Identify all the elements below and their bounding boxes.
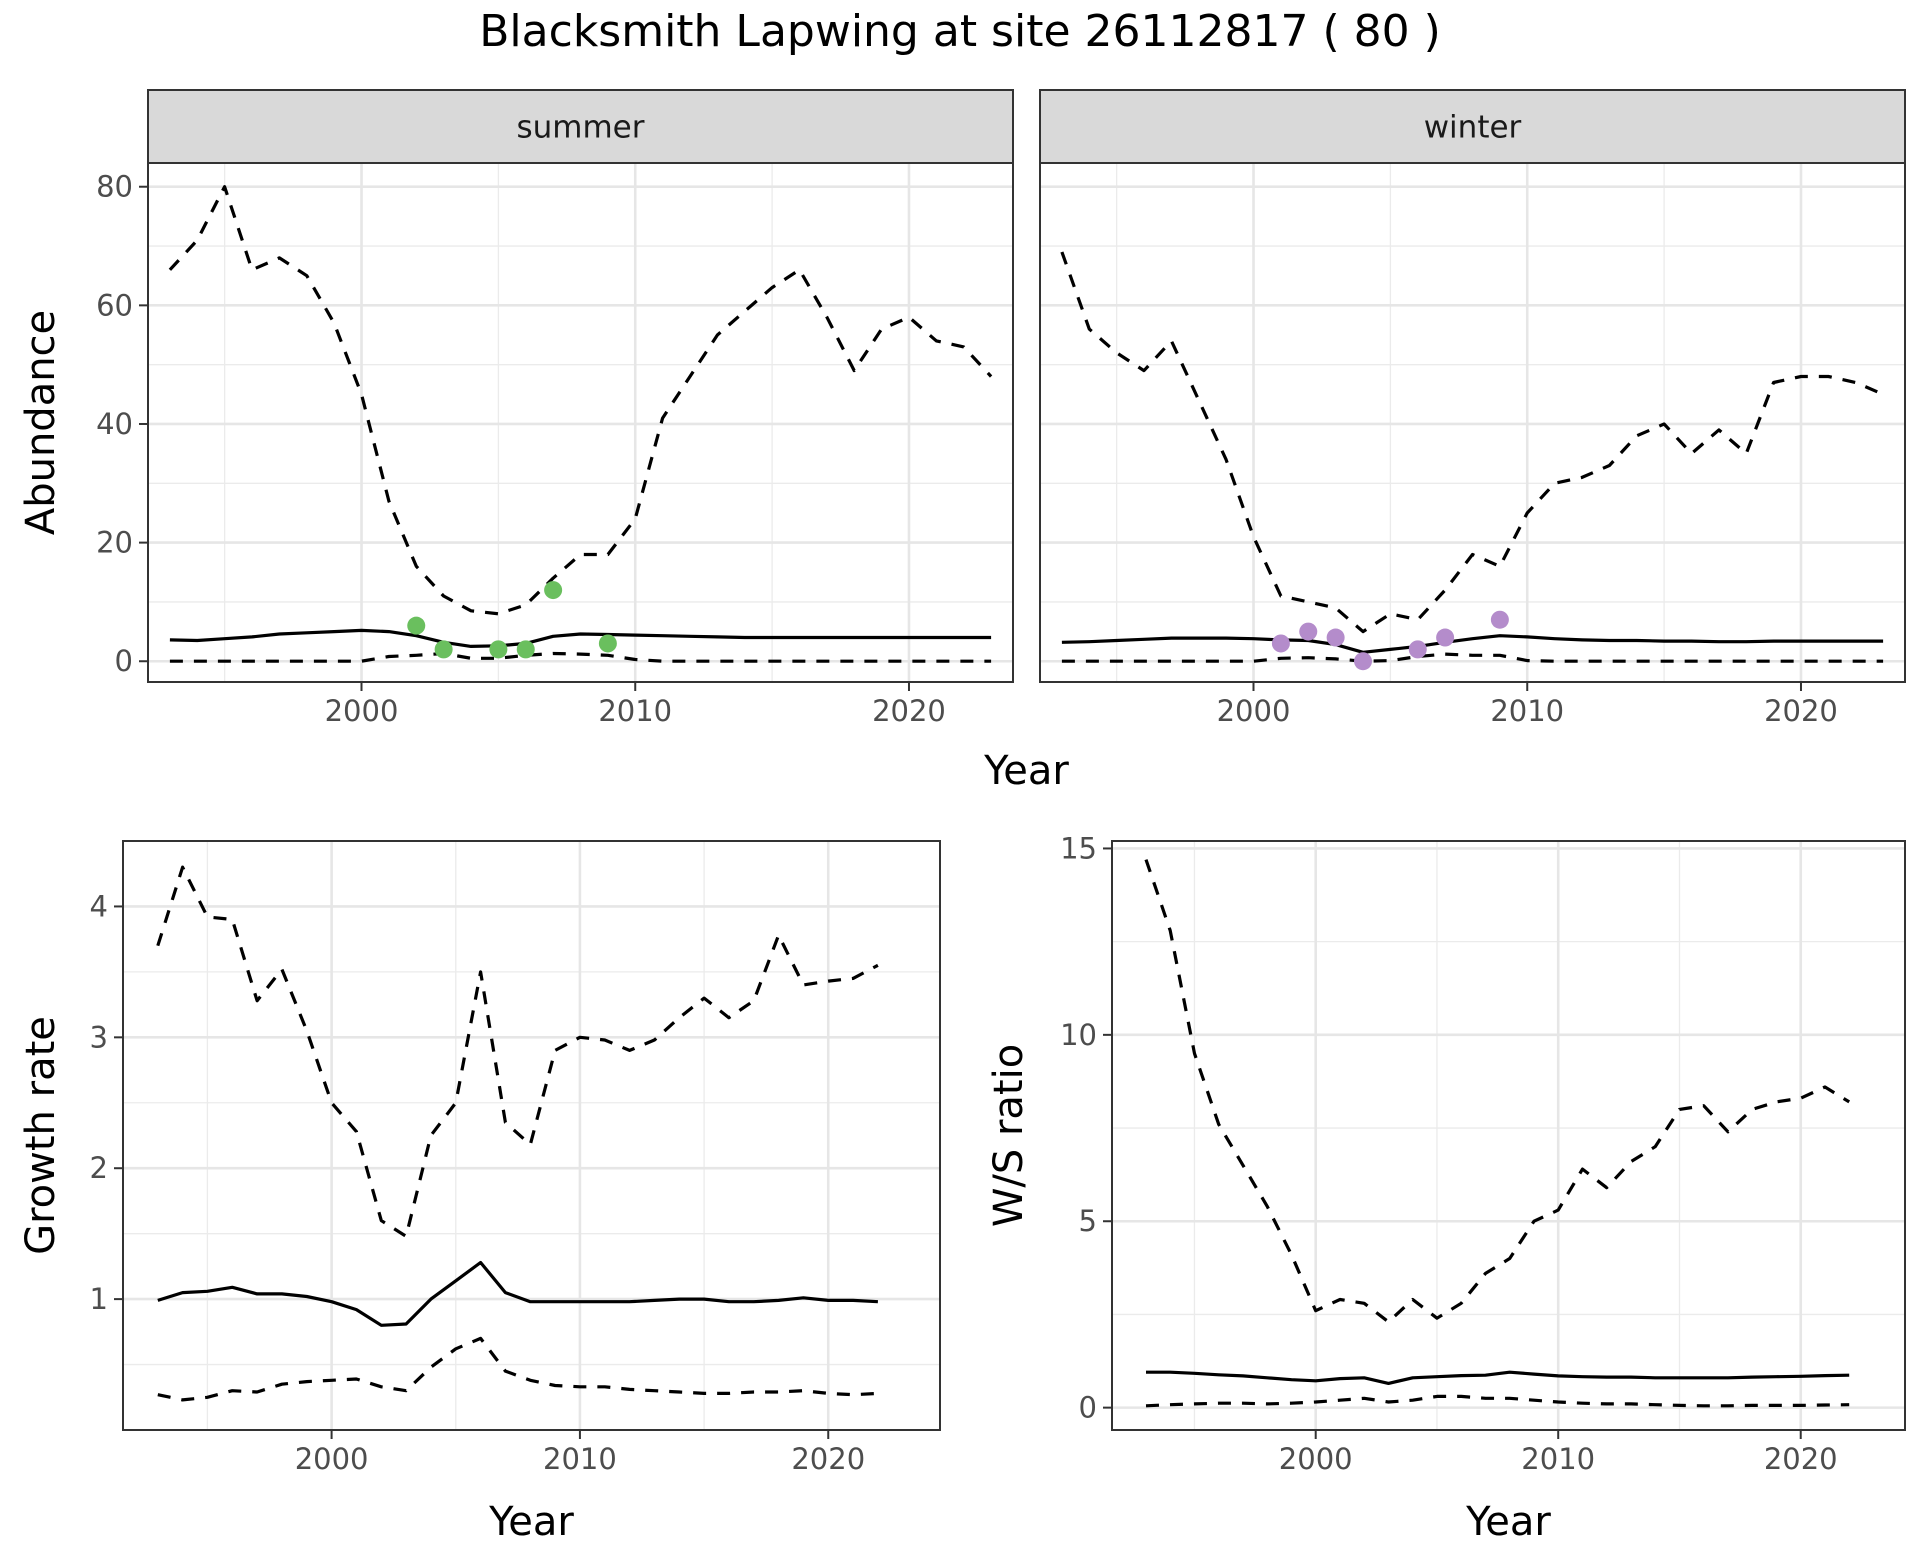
x-axis-title-top: Year — [983, 748, 1069, 794]
facet-strip-label: summer — [516, 110, 644, 146]
panel-growth: 2000 2010 2020 1 2 3 4 Growth rate Year — [18, 840, 941, 1545]
facet-strip-label: winter — [1424, 110, 1522, 146]
y-tick-label: 60 — [96, 288, 133, 322]
y-tick-label: 1 — [90, 1282, 108, 1316]
observation-point — [516, 640, 535, 659]
y-tick-label: 80 — [96, 170, 133, 204]
observation-point — [489, 640, 508, 659]
dashed-line-2 — [157, 1336, 878, 1402]
y-tick-label: 5 — [1079, 1204, 1097, 1238]
observation-point — [1326, 628, 1345, 647]
observation-point — [1408, 640, 1427, 659]
solid-line-1 — [169, 628, 992, 649]
x-tick-label: 2000 — [325, 694, 399, 728]
y-tick-label: 4 — [90, 889, 108, 923]
panel-winter: winter 2000 2010 2020 — [1039, 89, 1906, 728]
dashed-line-0 — [1060, 251, 1884, 634]
observation-point — [598, 634, 617, 653]
observation-point — [544, 581, 563, 600]
x-tick-label: 2000 — [295, 1442, 369, 1476]
x-tick-label: 2000 — [1279, 1442, 1353, 1476]
x-tick-label: 2020 — [1764, 694, 1838, 728]
y-tick-label: 0 — [115, 644, 133, 678]
x-tick-label: 2010 — [1521, 1442, 1595, 1476]
dashed-line-0 — [156, 865, 879, 1238]
x-axis-title: Year — [488, 1499, 574, 1545]
dashed-line-0 — [168, 185, 993, 616]
panel-summer: summer 2000 2010 2020 0 20 40 60 80 Abundance — [18, 89, 1014, 728]
y-tick-label: 40 — [96, 407, 133, 441]
y-tick-label: 0 — [1079, 1391, 1097, 1425]
observation-point — [1271, 634, 1290, 653]
facet-strip — [147, 89, 1014, 164]
observation-point — [1490, 610, 1509, 629]
y-tick-label: 20 — [96, 526, 133, 560]
solid-line-1 — [157, 1260, 878, 1327]
observation-point — [434, 640, 453, 659]
panel-background — [148, 163, 1013, 682]
x-tick-label: 2020 — [791, 1442, 865, 1476]
x-tick-label: 2000 — [1217, 694, 1291, 728]
solid-line-1 — [1061, 634, 1884, 654]
observation-point — [407, 616, 426, 635]
dashed-line-2 — [169, 651, 992, 663]
panel-border — [1111, 840, 1906, 1431]
y-axis-title: Abundance — [18, 310, 64, 535]
facet-strip — [1039, 89, 1906, 164]
dashed-line-2 — [1145, 1394, 1850, 1408]
y-axis-title: Growth rate — [18, 1016, 64, 1255]
x-axis-title: Year — [1465, 1499, 1551, 1545]
y-tick-label: 3 — [90, 1020, 108, 1054]
dashed-line-0 — [1144, 859, 1851, 1324]
y-axis-title: W/S ratio — [986, 1044, 1032, 1227]
observation-point — [1299, 622, 1318, 641]
y-tick-label: 2 — [90, 1151, 108, 1185]
observation-point — [1354, 652, 1373, 671]
x-tick-label: 2010 — [1490, 694, 1564, 728]
observation-point — [1436, 628, 1455, 647]
y-tick-label: 15 — [1060, 831, 1097, 865]
panel-ratio: 2000 2010 2020 0 5 10 15 W/S ratio Year — [986, 831, 1906, 1545]
x-tick-label: 2010 — [598, 694, 672, 728]
x-tick-label: 2020 — [872, 694, 946, 728]
solid-line-1 — [1146, 1370, 1850, 1386]
x-tick-label: 2020 — [1764, 1442, 1838, 1476]
page-title: Blacksmith Lapwing at site 26112817 ( 80… — [479, 6, 1441, 57]
panel-background — [1040, 163, 1905, 682]
panel-border — [122, 840, 941, 1431]
dashed-line-2 — [1061, 652, 1884, 663]
y-tick-label: 10 — [1060, 1018, 1097, 1052]
panel-background — [1112, 841, 1905, 1430]
x-tick-label: 2010 — [543, 1442, 617, 1476]
